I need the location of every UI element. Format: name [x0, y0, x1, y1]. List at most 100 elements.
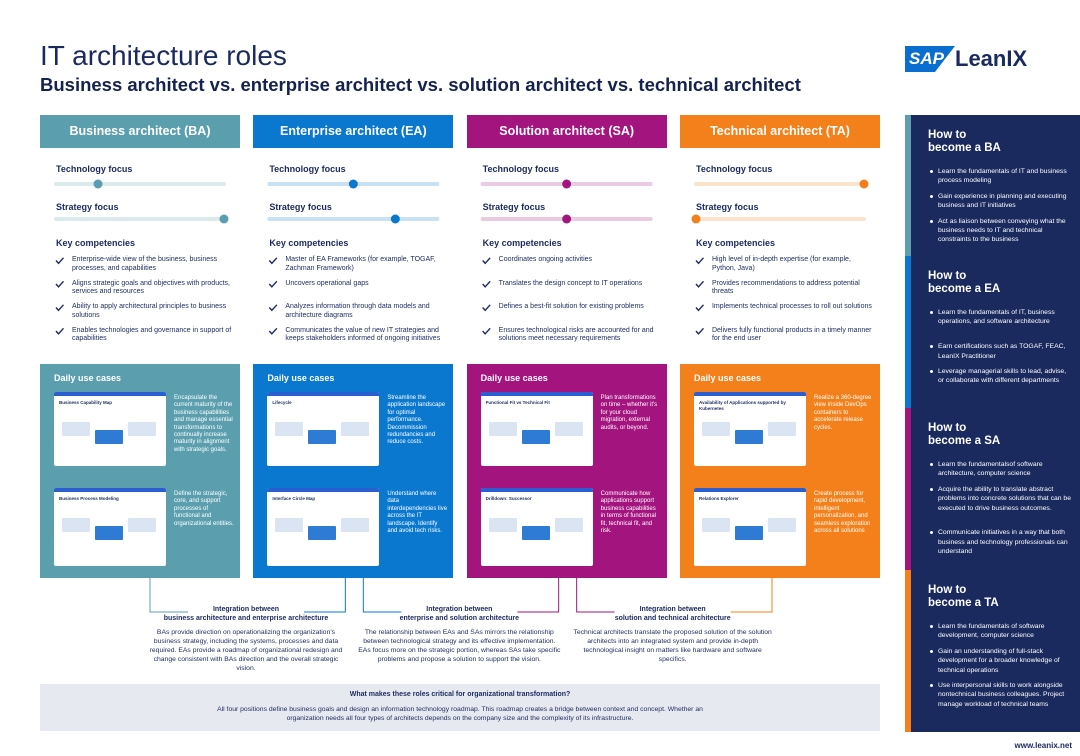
focus-dot — [859, 179, 869, 189]
sidebar-title: How to become a TA — [928, 584, 999, 609]
sidebar-item: Acquire the ability to translate abstrac… — [938, 485, 1071, 512]
integration-text: Technical architects translate the propo… — [573, 629, 772, 663]
thumbnail-block — [734, 430, 763, 444]
check-icon — [695, 257, 705, 265]
use-cases-title: Daily use cases — [693, 373, 762, 383]
focus-dot — [219, 214, 229, 224]
use-cases-title: Daily use cases — [54, 373, 122, 383]
sidebar-bullet — [930, 684, 933, 687]
sidebar-bullet — [930, 170, 933, 173]
focus-dot — [562, 179, 572, 189]
role-header: Enterprise architect (EA) — [253, 115, 454, 148]
competency: Provides recommendations to address pote… — [711, 279, 860, 296]
sidebar-title: How to become a SA — [928, 422, 1001, 447]
thumbnail: Availability of Applications supported b… — [693, 392, 806, 466]
thumbnail-bar — [54, 488, 166, 492]
thumbnail: Business Process Modeling — [54, 488, 166, 566]
thumbnail: Interface Circle Map — [267, 488, 380, 566]
competency: Enterprise-wide view of the business, bu… — [72, 256, 218, 272]
sidebar-title: How to become a BA — [928, 129, 1001, 154]
focus-label: Strategy focus — [482, 202, 546, 212]
focus-dot — [562, 214, 572, 224]
use-case-text: Realize a 360-degree view inside DevOps … — [813, 395, 872, 431]
sidebar-section: How to become a BA Learn the fundamentals… — [905, 115, 1080, 256]
thumbnail-block — [341, 422, 370, 436]
competency: Master of EA Frameworks (for example, TO… — [285, 256, 436, 272]
use-case-box: Daily use cases Business Capability Map En… — [40, 364, 240, 578]
thumbnail-bar — [267, 488, 380, 492]
sidebar-item: Communicate initiatives in a way that bo… — [938, 529, 1068, 556]
competency: Communicates the value of new IT strateg… — [285, 326, 441, 343]
role-header: Technical architect (TA) — [679, 115, 880, 148]
thumbnail-title: Business Capability Map — [59, 400, 113, 405]
sidebar-item: Use interpersonal skills to work alongsi… — [938, 682, 1065, 708]
thumbnail: Relations Explorer — [693, 488, 806, 566]
role-header: Solution architect (SA) — [466, 115, 667, 148]
thumbnail-bar — [693, 488, 806, 492]
focus-label: Technology focus — [56, 164, 133, 174]
thumbnail-bar — [693, 392, 806, 396]
thumbnail-title: Functional Fit vs Technical Fit — [485, 400, 550, 405]
sidebar-section: How to become a TA Learn the fundamentals… — [905, 570, 1080, 732]
thumbnail: Business Capability Map — [54, 392, 166, 466]
competencies-title: Key competencies — [482, 238, 562, 248]
integration-title: Integration between — [212, 606, 280, 613]
competency: Aligns strategic goals and objectives wi… — [72, 279, 230, 296]
sidebar-bullet — [930, 370, 933, 373]
focus-dot — [390, 214, 400, 224]
sidebar-item: Earn certifications such as TOGAF, FEAC,… — [938, 343, 1066, 360]
sidebar-bullet — [930, 345, 933, 349]
thumbnail-block — [521, 526, 550, 540]
page-title: IT architecture roles — [40, 40, 287, 71]
thumbnail-block — [275, 422, 304, 436]
competency: Analyzes information through data models… — [285, 303, 430, 319]
sidebar-item: Act as liaison between conveying what th… — [938, 217, 1066, 244]
competency: Uncovers operational gaps — [285, 279, 369, 287]
focus-label: Technology focus — [482, 164, 559, 174]
check-icon — [55, 280, 65, 288]
thumbnail-title: Availability of Applications supported b… — [698, 400, 786, 411]
thumbnail-block — [128, 518, 156, 532]
page-subtitle: Business architect vs. enterprise archit… — [40, 74, 801, 95]
check-icon — [482, 304, 491, 312]
use-cases-title: Daily use cases — [480, 373, 548, 383]
thumbnail: Functional Fit vs Technical Fit — [480, 392, 593, 466]
thumbnail-bar — [480, 488, 593, 492]
integration-title: enterprise and solution architecture — [399, 615, 520, 622]
thumbnail-block — [308, 430, 337, 444]
thumbnail-block — [275, 518, 304, 532]
sidebar-item: Leverage managerial skills to lead, advi… — [938, 368, 1067, 385]
use-case-box: Daily use cases Availability of Applicati… — [679, 364, 880, 578]
competencies-title: Key competencies — [269, 238, 349, 248]
thumbnail-block — [767, 518, 796, 532]
competency: Implements technical processes to roll o… — [711, 303, 872, 310]
competency: Delivers fully functional products in a … — [711, 326, 872, 343]
check-icon — [55, 257, 65, 265]
thumbnail-block — [554, 518, 583, 532]
integration-text: The relationship between EAs and SAs mir… — [358, 629, 561, 663]
use-case-text: Create process for rapid development, in… — [813, 491, 871, 535]
sidebar-section: How to become a SA Learn the fundamentals… — [905, 408, 1080, 570]
focus-label: Strategy focus — [269, 202, 332, 212]
use-case-text: Understand where data interdependencies … — [387, 491, 448, 535]
thumbnail-block — [734, 526, 763, 540]
use-case-text: Streamline the application landscape for… — [387, 395, 446, 446]
summary-text: All four positions define business goals… — [217, 706, 703, 722]
thumbnail-block — [341, 518, 370, 532]
check-icon — [695, 327, 705, 335]
competency: Enables technologies and governance in s… — [72, 326, 232, 343]
use-case-text: Plan transformations on time – whether i… — [600, 395, 658, 431]
thumbnail-title: Interface Circle Map — [272, 496, 316, 501]
sidebar-item: Gain an understanding of full-stack deve… — [938, 647, 1060, 674]
focus-dot — [348, 179, 358, 189]
footer-url: www.leanix.net — [1014, 741, 1073, 750]
thumbnail-block — [521, 430, 550, 444]
thumbnail-block — [701, 422, 730, 436]
focus-label: Technology focus — [695, 164, 773, 174]
integration-title: business architecture and enterprise arc… — [163, 615, 329, 622]
check-icon — [482, 257, 491, 265]
thumbnail-block — [62, 422, 90, 436]
competency: Translates the design concept to IT oper… — [498, 279, 643, 287]
check-icon — [268, 257, 278, 265]
focus-dot — [93, 179, 103, 189]
